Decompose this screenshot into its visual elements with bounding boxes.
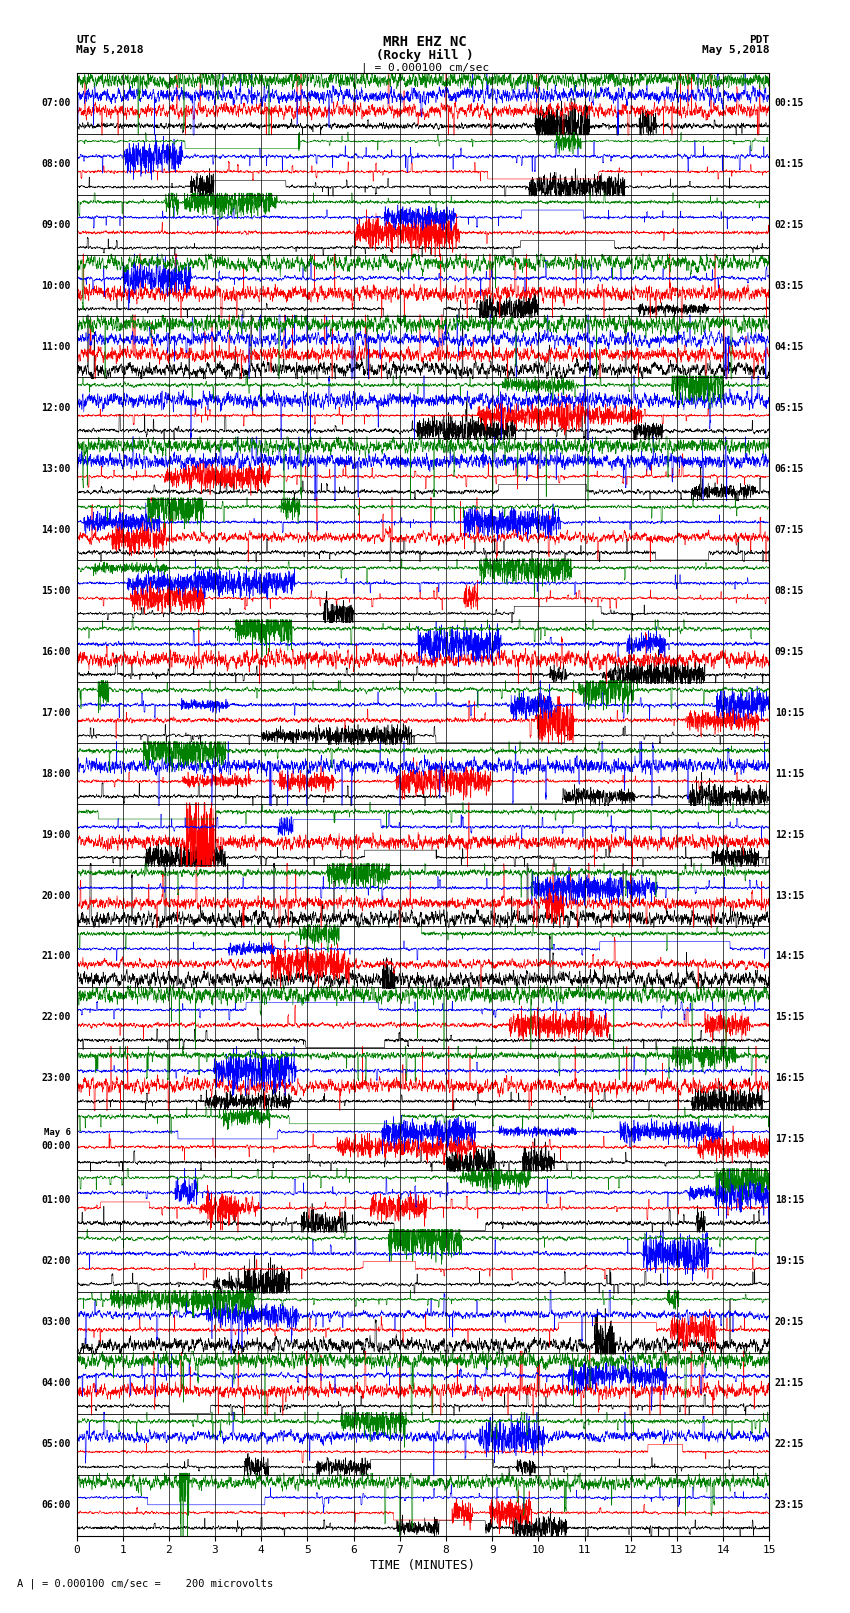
- Text: 13:15: 13:15: [775, 890, 804, 900]
- Text: 06:00: 06:00: [42, 1500, 71, 1510]
- Text: 09:00: 09:00: [42, 219, 71, 231]
- Text: A | = 0.000100 cm/sec =    200 microvolts: A | = 0.000100 cm/sec = 200 microvolts: [17, 1579, 273, 1589]
- Text: 05:00: 05:00: [42, 1439, 71, 1448]
- Text: 22:00: 22:00: [42, 1013, 71, 1023]
- Text: 16:00: 16:00: [42, 647, 71, 656]
- Text: 13:00: 13:00: [42, 465, 71, 474]
- Text: 12:00: 12:00: [42, 403, 71, 413]
- Text: 07:15: 07:15: [775, 524, 804, 536]
- Text: PDT: PDT: [749, 34, 769, 45]
- Text: 01:15: 01:15: [775, 160, 804, 169]
- Text: 15:00: 15:00: [42, 586, 71, 595]
- Text: 11:00: 11:00: [42, 342, 71, 352]
- Text: 21:15: 21:15: [775, 1378, 804, 1389]
- Text: 17:15: 17:15: [775, 1134, 804, 1144]
- Text: 09:15: 09:15: [775, 647, 804, 656]
- Text: 02:15: 02:15: [775, 219, 804, 231]
- Text: 21:00: 21:00: [42, 952, 71, 961]
- Text: 05:15: 05:15: [775, 403, 804, 413]
- Text: 19:00: 19:00: [42, 829, 71, 839]
- X-axis label: TIME (MINUTES): TIME (MINUTES): [371, 1560, 475, 1573]
- Text: 16:15: 16:15: [775, 1073, 804, 1084]
- Text: May 6: May 6: [44, 1127, 71, 1137]
- Text: 06:15: 06:15: [775, 465, 804, 474]
- Text: 12:15: 12:15: [775, 829, 804, 839]
- Text: 10:00: 10:00: [42, 281, 71, 290]
- Text: 02:00: 02:00: [42, 1257, 71, 1266]
- Text: 18:15: 18:15: [775, 1195, 804, 1205]
- Text: 08:00: 08:00: [42, 160, 71, 169]
- Text: 18:00: 18:00: [42, 769, 71, 779]
- Text: 04:15: 04:15: [775, 342, 804, 352]
- Text: 14:00: 14:00: [42, 524, 71, 536]
- Text: 00:00: 00:00: [42, 1142, 71, 1152]
- Text: 22:15: 22:15: [775, 1439, 804, 1448]
- Text: 10:15: 10:15: [775, 708, 804, 718]
- Text: 11:15: 11:15: [775, 769, 804, 779]
- Text: 08:15: 08:15: [775, 586, 804, 595]
- Text: 15:15: 15:15: [775, 1013, 804, 1023]
- Text: May 5,2018: May 5,2018: [76, 45, 144, 55]
- Text: 20:15: 20:15: [775, 1318, 804, 1327]
- Text: 19:15: 19:15: [775, 1257, 804, 1266]
- Text: (Rocky Hill ): (Rocky Hill ): [377, 48, 473, 63]
- Text: 03:00: 03:00: [42, 1318, 71, 1327]
- Text: 14:15: 14:15: [775, 952, 804, 961]
- Text: 17:00: 17:00: [42, 708, 71, 718]
- Text: 00:15: 00:15: [775, 98, 804, 108]
- Text: 04:00: 04:00: [42, 1378, 71, 1389]
- Text: 07:00: 07:00: [42, 98, 71, 108]
- Text: MRH EHZ NC: MRH EHZ NC: [383, 35, 467, 50]
- Text: May 5,2018: May 5,2018: [702, 45, 769, 55]
- Text: 23:15: 23:15: [775, 1500, 804, 1510]
- Text: | = 0.000100 cm/sec: | = 0.000100 cm/sec: [361, 63, 489, 73]
- Text: UTC: UTC: [76, 34, 97, 45]
- Text: 01:00: 01:00: [42, 1195, 71, 1205]
- Text: 23:00: 23:00: [42, 1073, 71, 1084]
- Text: 20:00: 20:00: [42, 890, 71, 900]
- Text: 03:15: 03:15: [775, 281, 804, 290]
